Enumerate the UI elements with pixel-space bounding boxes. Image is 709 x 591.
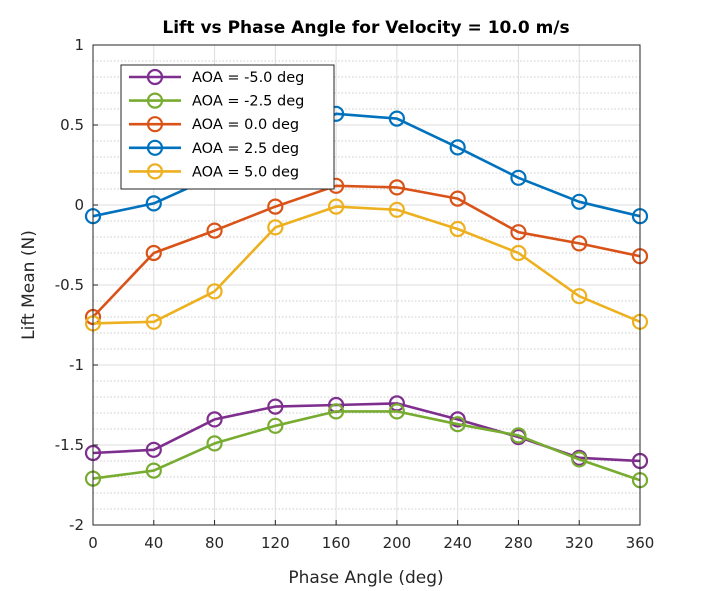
data-point xyxy=(267,219,284,236)
x-tick-label: 0 xyxy=(88,534,98,552)
x-tick-label: 200 xyxy=(383,534,412,552)
data-point xyxy=(267,198,284,215)
legend-label: AOA = 5.0 deg xyxy=(192,164,299,180)
data-point xyxy=(206,222,223,239)
data-point xyxy=(388,403,405,420)
legend-marker xyxy=(146,68,164,86)
legend: AOA = -5.0 deg AOA = -2.5 deg AOA = 0.0 de… xyxy=(120,64,335,190)
legend-entry: AOA = 0.0 deg xyxy=(129,116,299,133)
data-point xyxy=(145,313,162,330)
x-tick-label: 320 xyxy=(565,534,594,552)
x-tick-label: 360 xyxy=(626,534,655,552)
data-point xyxy=(449,139,466,156)
data-point xyxy=(449,411,466,428)
data-point xyxy=(571,288,588,305)
data-point xyxy=(388,110,405,127)
legend-entry: AOA = -2.5 deg xyxy=(129,92,304,110)
x-tick-label: 40 xyxy=(144,534,163,552)
data-point xyxy=(206,435,223,452)
data-point xyxy=(267,417,284,434)
data-point xyxy=(145,195,162,212)
legend-marker xyxy=(146,163,164,180)
data-point xyxy=(449,220,466,238)
y-tick-label: 0.5 xyxy=(60,116,84,134)
data-point xyxy=(145,462,162,479)
x-tick-label: 240 xyxy=(443,534,472,552)
series-line xyxy=(92,410,641,482)
y-tick-label: 0 xyxy=(74,196,84,214)
legend-entry: AOA = -5.0 deg xyxy=(129,68,304,86)
data-point xyxy=(388,201,405,218)
data-point xyxy=(206,283,223,300)
data-point xyxy=(510,169,527,186)
y-tick-label: -0.5 xyxy=(55,276,84,294)
data-point xyxy=(145,441,162,458)
x-axis-ticks: 0 40 80 120 160 200 240 280 320 360 xyxy=(88,520,654,552)
legend-entry: AOA = 5.0 deg xyxy=(129,163,299,180)
data-point xyxy=(328,403,345,420)
legend-label: AOA = -5.0 deg xyxy=(192,70,304,86)
y-tick-label: -1.5 xyxy=(55,436,84,454)
legend-label: AOA = -2.5 deg xyxy=(192,94,304,110)
legend-label: AOA = 2.5 deg xyxy=(192,141,299,157)
data-point xyxy=(510,427,527,444)
y-tick-label: -1 xyxy=(69,356,84,374)
y-axis-ticks: 1 0.5 0 -0.5 -1 -1.5 -2 xyxy=(55,36,98,534)
data-point xyxy=(449,190,466,207)
chart-title: Lift vs Phase Angle for Velocity = 10.0 … xyxy=(162,18,569,38)
data-point xyxy=(510,244,527,262)
series-line xyxy=(92,184,641,318)
legend-box xyxy=(120,64,335,190)
data-point xyxy=(571,451,588,468)
minor-grid xyxy=(93,60,640,510)
legend-marker xyxy=(146,139,164,156)
x-tick-label: 160 xyxy=(322,534,351,552)
y-tick-label: -2 xyxy=(69,516,84,534)
data-point xyxy=(206,411,223,428)
data-point xyxy=(571,235,588,252)
x-tick-label: 80 xyxy=(205,534,224,552)
legend-label: AOA = 0.0 deg xyxy=(192,117,299,133)
x-tick-label: 120 xyxy=(261,534,290,552)
y-tick-label: 1 xyxy=(74,36,84,54)
y-axis-label: Lift Mean (N) xyxy=(19,230,39,340)
legend-marker xyxy=(146,92,164,109)
data-point xyxy=(145,244,162,262)
series-line xyxy=(92,205,641,325)
data-point xyxy=(388,179,405,196)
data-point xyxy=(510,224,527,241)
data-point xyxy=(328,198,345,215)
data-point xyxy=(267,398,284,415)
x-tick-label: 280 xyxy=(504,534,533,552)
data-point xyxy=(449,416,466,433)
x-axis-label: Phase Angle (deg) xyxy=(288,568,443,588)
legend-marker xyxy=(146,116,164,133)
legend-entry: AOA = 2.5 deg xyxy=(129,139,299,157)
series-line xyxy=(92,112,641,218)
data-point xyxy=(571,193,588,210)
